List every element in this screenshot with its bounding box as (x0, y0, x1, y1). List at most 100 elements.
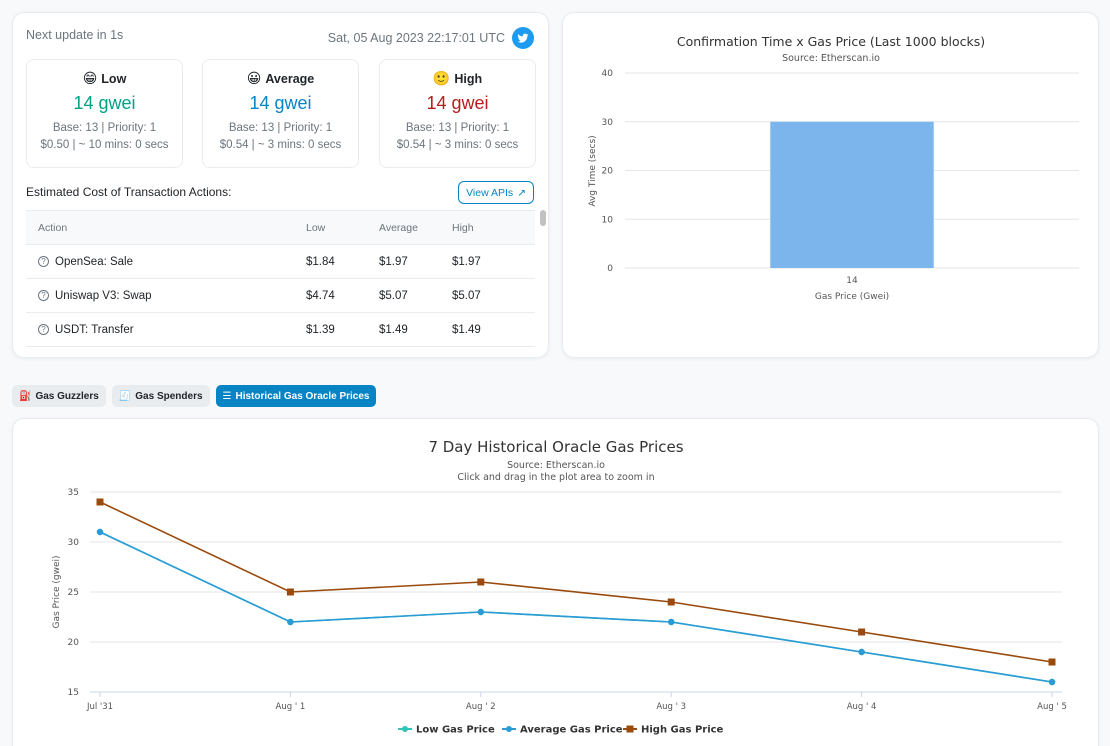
line-x-tick: Jul '31 (86, 702, 113, 712)
data-point[interactable] (858, 628, 866, 636)
gas-average-base: Base: 13 | Priority: 1 (228, 122, 333, 134)
gas-pump-icon: ⛽ (19, 390, 32, 402)
bar[interactable] (770, 121, 934, 268)
view-apis-label: View APIs (466, 186, 514, 199)
question-circle-icon[interactable]: ? (38, 256, 49, 267)
receipt-icon: 🧾 (118, 390, 132, 402)
gas-high-base: Base: 13 | Priority: 1 (405, 122, 510, 134)
tab-historical-gas-oracle-prices[interactable]: ☰ Historical Gas Oracle Prices (215, 385, 377, 407)
twitter-icon (517, 33, 529, 43)
table-header: Action Low Average High (26, 211, 535, 244)
cell-high: $1.49 (452, 323, 481, 336)
line-y-tick: 35 (68, 488, 79, 498)
line-chart-ylabel: Gas Price (gwei) (52, 556, 62, 629)
gas-high-price: 14 gwei (426, 93, 489, 113)
grin-emoji-icon: 😁 (82, 70, 98, 86)
tab-gas-guzzlers[interactable]: ⛽ Gas Guzzlers (12, 385, 106, 407)
line-y-tick: 30 (68, 538, 80, 548)
line-x-tick: Aug ' 5 (1037, 702, 1067, 712)
question-circle-icon[interactable]: ? (38, 324, 49, 335)
data-point[interactable] (287, 618, 294, 626)
data-point[interactable] (477, 608, 484, 616)
line-chart-zoom-hint: Click and drag in the plot area to zoom … (457, 472, 654, 483)
data-point[interactable] (668, 618, 675, 626)
data-point[interactable] (477, 578, 485, 586)
cell-low: $1.39 (306, 323, 335, 336)
twitter-share-button[interactable] (512, 27, 534, 49)
slight-smile-emoji-icon: 🙂 (432, 70, 451, 86)
line-y-tick: 15 (68, 688, 79, 698)
data-point[interactable] (286, 588, 294, 596)
chart-tabs: ⛽ Gas Guzzlers 🧾 Gas Spenders ☰ Historical … (12, 385, 377, 407)
legend-swatch-marker (402, 726, 408, 732)
cell-high: $1.97 (452, 255, 481, 268)
timestamp: Sat, 05 Aug 2023 22:17:01 UTC (327, 31, 505, 45)
line-y-tick: 25 (68, 588, 79, 598)
legend-item[interactable]: High Gas Price (641, 725, 724, 736)
series-line[interactable] (99, 531, 1053, 683)
table-scrollbar[interactable] (540, 210, 546, 357)
line-chart-subtitle: Source: Etherscan.io (507, 460, 605, 471)
action-name: USDT: Transfer (55, 323, 134, 336)
gas-average-box: 😀 Average 14 gwei Base: 13 | Priority: 1 … (202, 59, 359, 168)
header-action: Action (38, 221, 68, 234)
cell-average: $1.49 (379, 323, 408, 336)
legend-item[interactable]: Low Gas Price (416, 725, 495, 736)
gas-low-box: 😁 Low 14 gwei Base: 13 | Priority: 1 $0.5… (26, 59, 183, 168)
header-low: Low (306, 221, 326, 234)
header-high: High (452, 221, 474, 234)
line-x-tick: Aug ' 2 (466, 702, 496, 712)
gas-low-cost: $0.50 | ~ 10 mins: 0 secs (40, 139, 169, 151)
bar-chart-xlabel: Gas Price (Gwei) (815, 292, 889, 302)
line-y-tick: 20 (68, 638, 80, 648)
table-row: ? OpenSea: Sale $1.84 $1.97 $1.97 (26, 244, 535, 278)
line-chart-title: 7 Day Historical Oracle Gas Prices (428, 438, 683, 456)
gas-high-cost: $0.54 | ~ 3 mins: 0 secs (396, 139, 519, 151)
bar-y-tick: 30 (602, 118, 614, 128)
cell-average: $5.07 (379, 289, 408, 302)
data-point[interactable] (1048, 678, 1056, 686)
bar-y-tick: 10 (602, 215, 614, 225)
data-point[interactable] (96, 528, 104, 536)
gas-average-price: 14 gwei (249, 93, 312, 113)
confirmation-chart-card: Confirmation Time x Gas Price (Last 1000… (562, 12, 1099, 358)
bar-y-tick: 0 (607, 264, 613, 274)
data-point[interactable] (1048, 658, 1056, 666)
historical-line-chart[interactable]: 7 Day Historical Oracle Gas Prices Sourc… (13, 419, 1100, 746)
table-row: ? Uniswap V3: Swap $4.74 $5.07 $5.07 (26, 278, 535, 312)
series-line[interactable] (99, 501, 1053, 663)
action-name: Uniswap V3: Swap (55, 289, 152, 302)
bar-y-tick: 40 (602, 69, 614, 79)
tier-label: High (454, 71, 483, 86)
bar-y-tick: 20 (602, 167, 614, 177)
line-x-tick: Aug ' 4 (847, 702, 877, 712)
external-link-icon: ↗ (517, 186, 526, 199)
bar-chart-ylabel: Avg Time (secs) (588, 135, 598, 206)
tier-label: Average (265, 71, 315, 86)
cell-low: $4.74 (306, 289, 335, 302)
data-point[interactable] (96, 498, 104, 506)
smile-emoji-icon: 😀 (246, 70, 262, 86)
next-update-text: Next update in 1s (26, 28, 124, 42)
scrollbar-thumb[interactable] (540, 210, 546, 226)
gas-low-price: 14 gwei (73, 93, 136, 113)
tab-gas-spenders[interactable]: 🧾 Gas Spenders (111, 385, 210, 407)
list-icon: ☰ (222, 390, 232, 402)
legend-swatch-marker (626, 725, 634, 733)
bar-x-tick: 14 (846, 276, 858, 286)
legend-item[interactable]: Average Gas Price (520, 725, 623, 736)
tab-label: Gas Spenders (135, 390, 203, 402)
data-point[interactable] (667, 598, 675, 606)
gas-tracker-card: Next update in 1s Sat, 05 Aug 2023 22:17… (12, 12, 549, 358)
view-apis-button[interactable]: View APIs ↗ (458, 181, 534, 204)
tab-label: Historical Gas Oracle Prices (235, 390, 370, 402)
transaction-cost-table: Action Low Average High ? OpenSea: Sale $… (26, 210, 535, 357)
question-circle-icon[interactable]: ? (38, 290, 49, 301)
confirmation-bar-chart[interactable]: Confirmation Time x Gas Price (Last 1000… (563, 13, 1100, 359)
tab-label: Gas Guzzlers (35, 390, 99, 402)
cell-average: $1.97 (379, 255, 408, 268)
table-row: ? USDT: Transfer $1.39 $1.49 $1.49 (26, 312, 535, 346)
gas-average-cost: $0.54 | ~ 3 mins: 0 secs (219, 139, 342, 151)
header-average: Average (379, 221, 418, 234)
data-point[interactable] (858, 648, 865, 656)
